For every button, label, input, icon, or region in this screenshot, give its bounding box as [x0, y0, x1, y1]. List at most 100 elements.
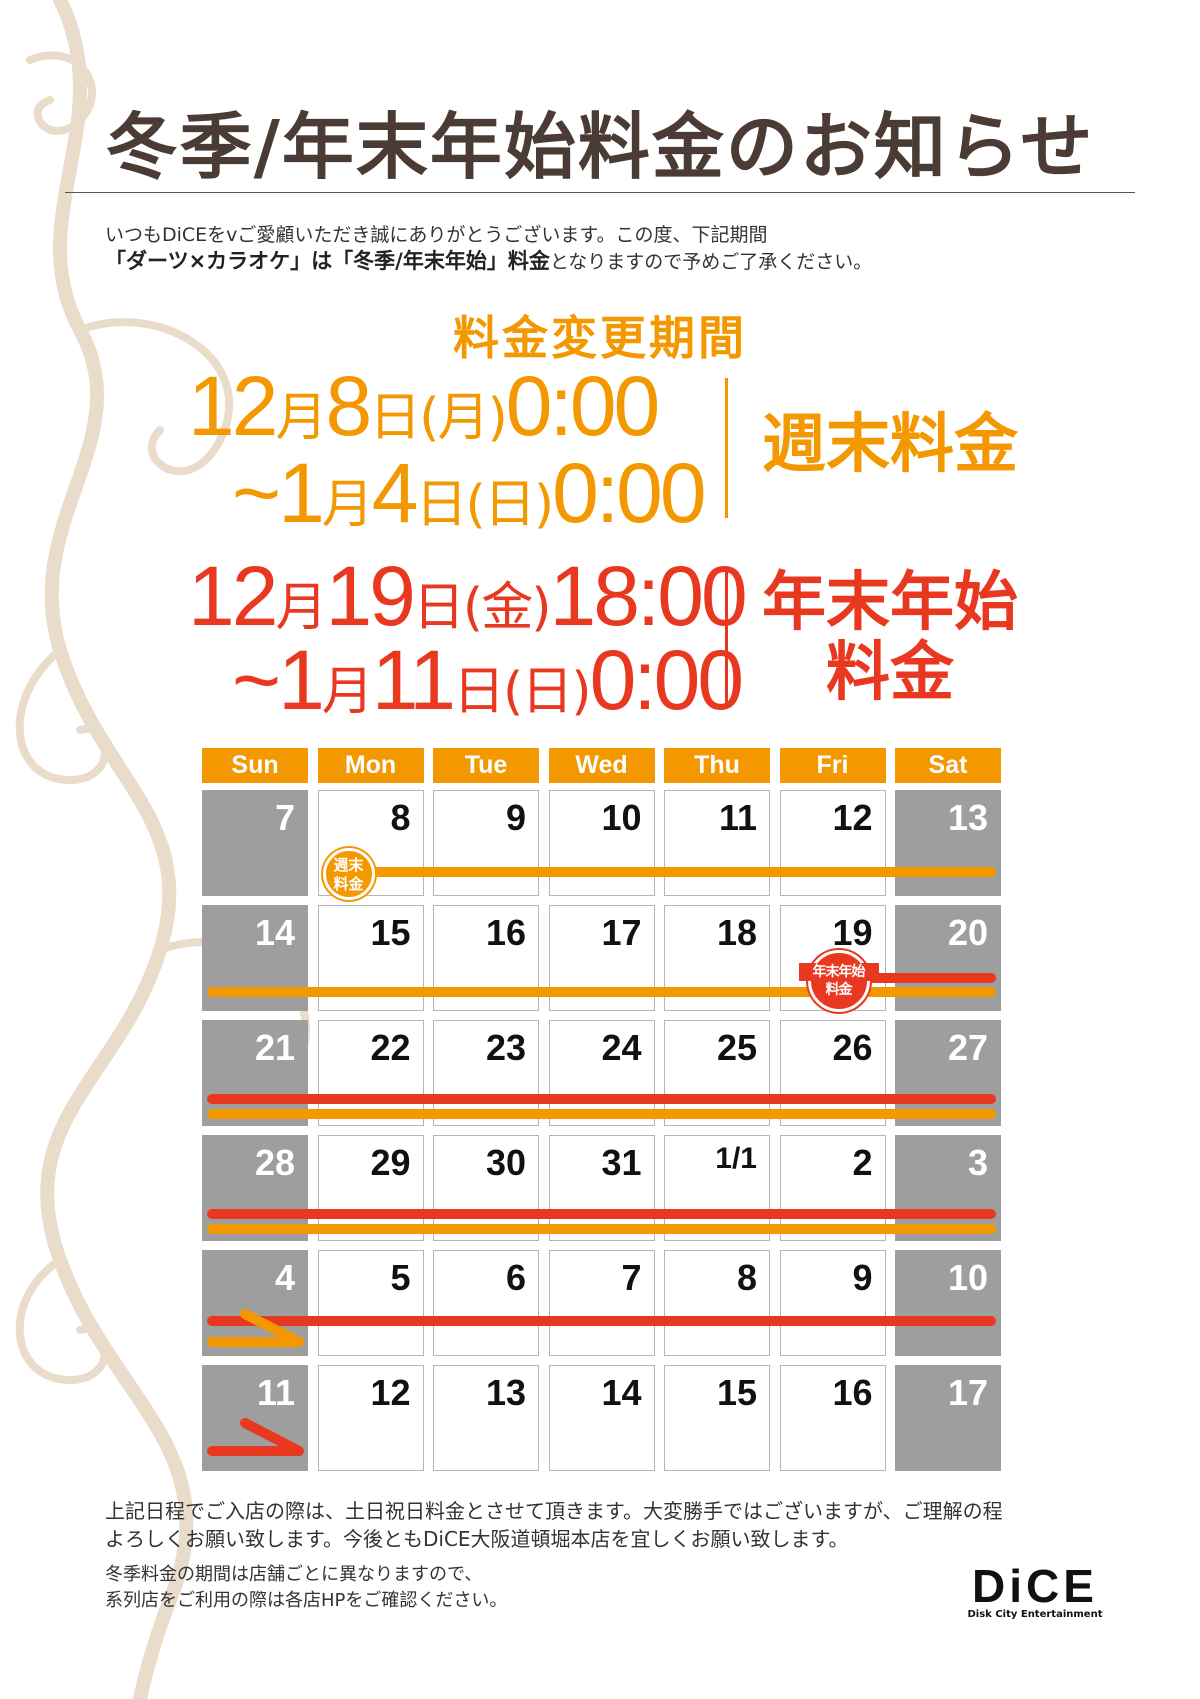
badge-line: 料金: [333, 875, 364, 893]
weekend-end-arrow: [207, 1309, 304, 1347]
newyear-end-arrow: [207, 1418, 304, 1456]
calendar-day: 5: [317, 1250, 424, 1356]
calendar-day: 22: [317, 1020, 424, 1126]
seg: ~: [232, 633, 281, 727]
seg: 0:00: [552, 446, 706, 540]
period2-from: 12月19日(金)18:00: [188, 548, 748, 645]
seg: (月): [419, 388, 508, 448]
calendar-day: 17: [895, 1365, 1001, 1471]
seg: 日: [453, 662, 505, 722]
intro-rest: となりますので予めご了承ください。: [549, 251, 873, 273]
badge-line: 料金: [825, 982, 853, 998]
intro-text: いつもDiCEをvご愛顧いただき誠にありがとうございます。この度、下記期間 「ダ…: [105, 222, 872, 275]
calendar-day: 7: [548, 1250, 655, 1356]
note-line1: 冬季料金の期間は店舗ごとに異なりますので、: [105, 1564, 483, 1585]
page-title: 冬季/年末年始料金のお知らせ: [105, 105, 1095, 189]
day-header-mon: Mon: [317, 748, 424, 783]
seg: 0:00: [589, 633, 744, 727]
calendar-day: 12: [317, 1365, 424, 1471]
calendar-day: 7: [202, 790, 308, 896]
divider: [65, 192, 1135, 193]
day-header-sat: Sat: [895, 748, 1001, 783]
seg: 8: [325, 359, 372, 453]
seg: 日: [369, 388, 421, 448]
badge-line: 週末: [333, 856, 364, 874]
calendar-day: 9: [433, 790, 539, 896]
calendar-day: 13: [433, 1365, 539, 1471]
footer-line2: よろしくお願い致します。今後ともDiCE大阪道頓堀本店を宜しくお願い致します。: [105, 1527, 849, 1551]
calendar-day: 27: [895, 1020, 1001, 1126]
calendar-day: 26: [779, 1020, 886, 1126]
seg: 月: [321, 662, 374, 722]
calendar-day: 11: [664, 790, 770, 896]
period2-to: ~1月11日(日)0:00: [232, 632, 744, 729]
badge-line: 年末年始: [798, 963, 879, 981]
period1-to: ~1月4日(日)0:00: [232, 445, 707, 542]
dice-logo: DiCE Disk City Entertainment: [955, 1563, 1115, 1620]
calendar-day: 25: [664, 1020, 770, 1126]
newyear-rate-bar: [839, 973, 996, 983]
seg: (日): [465, 475, 555, 535]
seg: 1: [278, 446, 325, 540]
day-header-tue: Tue: [433, 748, 539, 783]
intro-bold: 「ダーツ×カラオケ」は「冬季/年末年始」料金: [105, 249, 550, 273]
calendar-day: 28: [202, 1135, 308, 1241]
day-header-sun: Sun: [202, 748, 308, 783]
calendar-day: 23: [433, 1020, 539, 1126]
weekend-rate-badge: 週末 料金: [322, 848, 375, 900]
weekend-rate-bar: [207, 987, 996, 997]
calendar-day: 21: [202, 1020, 308, 1126]
calendar-day: 16: [779, 1365, 886, 1471]
newyear-rate-bar: [207, 1094, 996, 1104]
day-header-thu: Thu: [664, 748, 770, 783]
calendar-day: 13: [895, 790, 1001, 896]
weekend-rate-bar: [207, 1224, 996, 1234]
weekend-rate-bar: [347, 867, 996, 877]
period1-from: 12月8日(月)0:00: [188, 358, 660, 455]
seg: 0:00: [505, 359, 660, 453]
period-heading: 料金変更期間: [453, 311, 747, 365]
logo-mark: DiCE: [972, 1560, 1098, 1612]
seg: 月: [321, 475, 374, 535]
seg: 月: [275, 578, 327, 638]
newyear-rate-bar: [207, 1316, 996, 1326]
day-header-wed: Wed: [548, 748, 655, 783]
seg: 1: [278, 633, 325, 727]
period2-divider: [725, 570, 728, 707]
note-line2: 系列店をご利用の際は各店HPをご確認ください。: [105, 1590, 508, 1611]
calendar-day: 10: [895, 1250, 1001, 1356]
day-header-fri: Fri: [779, 748, 886, 783]
label-line: 料金: [826, 636, 954, 710]
newyear-rate-badge: 年末年始 料金: [798, 950, 879, 1012]
calendar-day: 6: [433, 1250, 539, 1356]
seg: 日: [415, 475, 468, 535]
calendar-day: 9: [779, 1250, 886, 1356]
seg: 18:00: [549, 549, 747, 643]
calendar-day: 30: [433, 1135, 539, 1241]
logo-tagline: Disk City Entertainment: [967, 1609, 1103, 1620]
intro-line2: 「ダーツ×カラオケ」は「冬季/年末年始」料金となりますので予めご了承ください。: [105, 248, 872, 275]
calendar-day: 29: [317, 1135, 424, 1241]
footer-line1: 上記日程でご入店の際は、土日祝日料金とさせて頂きます。大変勝手ではございますが、…: [105, 1499, 1003, 1523]
calendar-day: 24: [548, 1020, 655, 1126]
calendar-day: 14: [548, 1365, 655, 1471]
footer-message: 上記日程でご入店の際は、土日祝日料金とさせて頂きます。大変勝手ではございますが、…: [105, 1497, 1003, 1553]
calendar-day: 12: [779, 790, 886, 896]
calendar-day: 10: [548, 790, 655, 896]
period1-divider: [725, 378, 728, 518]
seg: 12: [188, 359, 278, 453]
weekend-rate-bar: [207, 1109, 996, 1119]
intro-line1: いつもDiCEをvご愛顧いただき誠にありがとうございます。この度、下記期間: [105, 224, 768, 246]
seg: 4: [371, 446, 419, 540]
seg: 11: [371, 633, 456, 727]
calendar-day: 1/1: [664, 1135, 770, 1241]
calendar-day: 3: [895, 1135, 1001, 1241]
seg: 19: [325, 549, 415, 643]
newyear-rate-bar: [207, 1209, 996, 1219]
period2-label: 年末年始 料金: [755, 568, 1025, 708]
seg: ~: [232, 446, 281, 540]
seg: 月: [275, 388, 327, 448]
seg: 日: [412, 578, 465, 638]
seg: (日): [503, 662, 592, 722]
seg: 12: [188, 549, 278, 643]
